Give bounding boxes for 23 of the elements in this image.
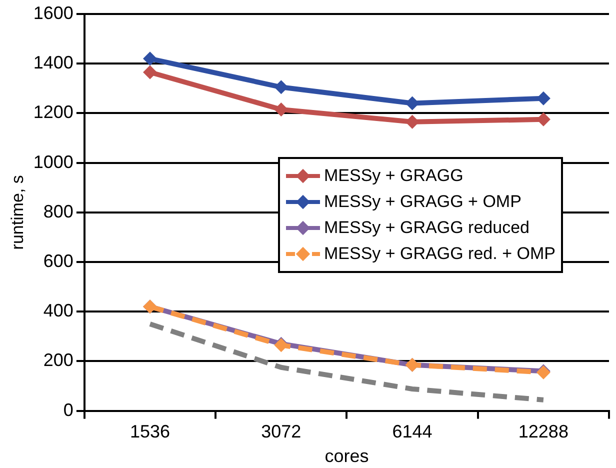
y-tick-label: 400 — [43, 300, 74, 321]
point — [143, 65, 158, 80]
x-tick-label: 3072 — [261, 422, 302, 442]
y-tick-label: 1200 — [33, 102, 74, 122]
y-tick-label: 200 — [43, 350, 74, 370]
y-tick-label: 1000 — [33, 152, 74, 172]
y-tick-label: 1400 — [33, 52, 74, 73]
x-axis-title: cores — [324, 446, 369, 466]
y-tick-label: 600 — [43, 250, 74, 271]
y-axis-title: runtime, s — [8, 175, 27, 250]
y-tick-label: 0 — [63, 400, 74, 420]
legend-label: MESSy + GRAGG — [324, 165, 464, 187]
point — [274, 80, 288, 94]
legend-label: MESSy + GRAGG reduced — [324, 217, 530, 239]
point — [274, 102, 288, 116]
x-tick-label: 1536 — [130, 422, 170, 442]
y-tick-label: 1600 — [33, 2, 74, 23]
legend-label: MESSy + GRAGG red. + OMP — [324, 243, 556, 265]
legend-label: MESSy + GRAGG + OMP — [324, 191, 522, 213]
x-tick-label: 12288 — [518, 422, 568, 442]
y-tick-label: 800 — [43, 201, 74, 222]
x-tick-label: 6144 — [392, 422, 432, 442]
point — [143, 52, 158, 66]
